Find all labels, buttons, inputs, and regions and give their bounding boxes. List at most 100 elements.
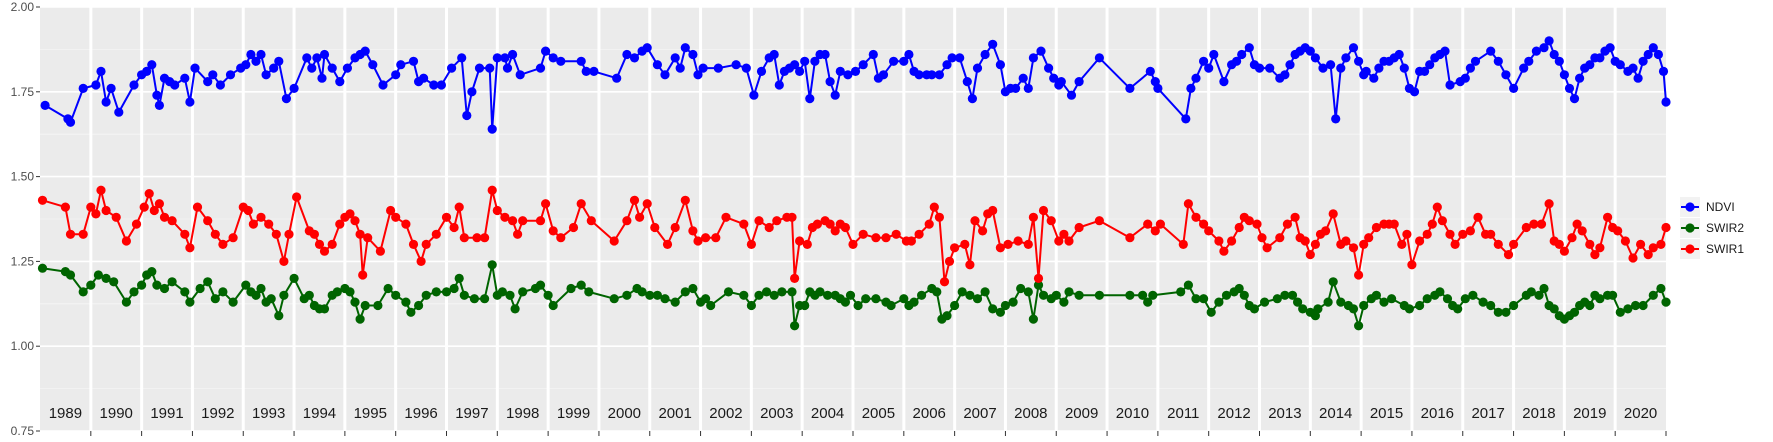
data-point-swir1 [635,212,645,222]
data-point-ndvi [1531,46,1541,56]
data-point-ndvi [589,66,599,76]
data-point-ndvi [1374,63,1384,73]
data-point-swir1 [650,222,660,233]
data-point-swir1 [1407,260,1417,270]
data-point-swir1 [327,239,337,249]
data-point-swir2 [1249,304,1259,314]
data-point-ndvi [246,49,256,60]
data-point-swir1 [1450,239,1460,249]
data-point-swir1 [1125,233,1135,243]
data-point-swir2 [1183,280,1193,290]
data-point-swir2 [917,290,927,300]
data-point-swir2 [823,290,833,300]
data-point-swir2 [1501,307,1511,317]
data-point-ndvi [106,83,116,93]
data-point-swir1 [746,239,757,249]
data-point-swir2 [241,280,251,290]
data-point-swir1 [858,229,868,239]
data-point-swir2 [1404,304,1414,314]
data-point-swir1 [1509,239,1519,249]
data-point-swir1 [924,219,934,229]
data-point-swir2 [543,290,553,300]
year-label: 2020 [1624,405,1657,422]
data-point-ndvi [1595,53,1605,63]
data-point-ndvi [652,60,663,70]
data-point-swir2 [566,283,576,294]
data-point-swir2 [1234,283,1244,294]
data-point-swir1 [535,216,546,226]
data-point-swir2 [609,294,619,304]
data-point-swir2 [790,321,800,331]
data-point-swir1 [1257,233,1267,243]
data-point-swir1 [739,219,749,229]
data-point-swir1 [1648,243,1658,253]
data-point-ndvi [1191,73,1201,83]
data-point-swir1 [1059,229,1069,239]
data-point-swir1 [1094,216,1104,226]
data-point-ndvi [396,60,406,70]
data-point-ndvi [1023,83,1033,93]
data-point-swir2 [769,290,779,300]
data-point-ndvi [843,70,853,80]
data-point-swir2 [680,287,690,297]
data-point-ndvi [312,53,322,63]
data-point-swir2 [840,297,851,307]
data-point-ndvi [914,70,924,80]
y-tick-label: 1.25 [11,254,35,268]
data-point-swir2 [688,283,698,294]
data-point-swir1 [1473,212,1483,222]
data-point-ndvi [378,80,388,90]
data-point-swir1 [1054,236,1064,246]
data-point-ndvi [281,94,291,104]
data-point-ndvi [1564,83,1575,93]
data-point-swir1 [154,199,164,209]
data-point-ndvi [556,56,566,66]
data-point-swir2 [1348,304,1359,314]
data-point-ndvi [1615,60,1625,70]
data-point-swir2 [406,307,416,317]
year-label: 1991 [150,405,183,422]
data-point-swir1 [248,219,258,229]
data-point-swir1 [1643,250,1653,260]
data-point-swir1 [1595,243,1605,253]
data-point-ndvi [972,63,983,73]
data-point-swir1 [309,229,319,239]
data-point-swir2 [414,300,424,311]
data-point-swir2 [660,294,670,304]
data-point-ndvi [889,56,899,66]
data-point-swir1 [840,222,851,233]
data-point-swir2 [1569,307,1580,317]
data-point-swir1 [441,212,452,222]
data-point-swir1 [1572,219,1582,229]
data-point-swir1 [86,202,96,212]
data-point-swir1 [1227,236,1237,246]
data-point-swir1 [944,256,955,266]
data-point-swir2 [421,290,431,300]
data-point-ndvi [670,53,680,63]
data-point-swir2 [1595,294,1605,304]
data-point-swir1 [1305,250,1315,260]
data-point-swir2 [1051,290,1061,300]
data-point-swir1 [1567,233,1577,243]
data-point-swir2 [449,283,459,294]
data-point-swir1 [995,243,1006,253]
data-point-swir1 [139,202,149,212]
data-point-swir2 [480,294,490,304]
data-point-swir2 [65,270,76,280]
data-point-ndvi [1661,97,1671,107]
data-point-swir1 [449,222,459,233]
data-point-swir1 [1636,239,1646,249]
data-point-ndvi [1326,60,1336,70]
data-point-ndvi [1445,80,1455,90]
data-point-ndvi [541,46,551,56]
data-point-swir2 [1280,290,1290,300]
data-point-ndvi [1145,66,1155,76]
data-point-swir1 [271,229,281,239]
year-label: 2001 [658,405,691,422]
year-label: 2009 [1065,405,1098,422]
data-point-swir2 [487,260,497,270]
data-point-swir2 [195,283,205,294]
data-point-ndvi [462,110,472,121]
data-point-ndvi [904,49,914,60]
data-point-swir1 [314,239,325,249]
